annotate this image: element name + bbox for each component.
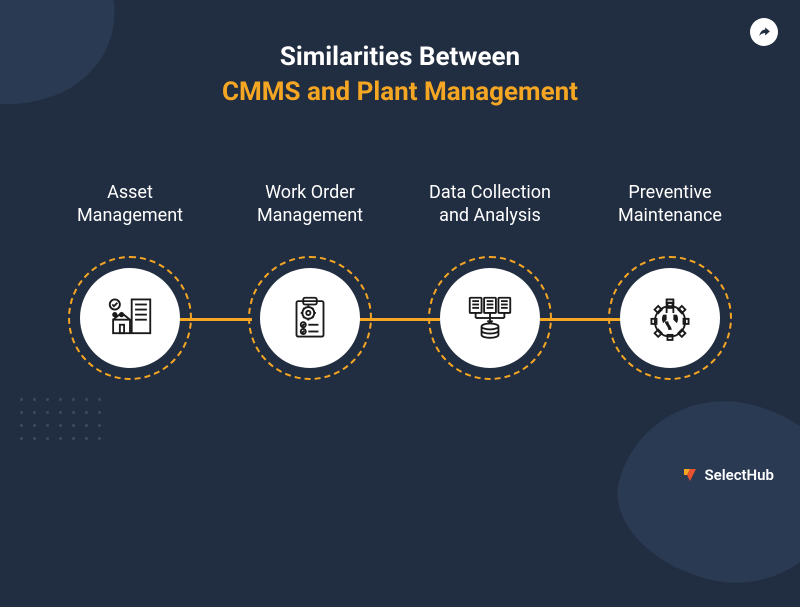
- item-preventive-maintenance: PreventiveMaintenance: [590, 180, 750, 380]
- item-label: AssetManagement: [77, 180, 183, 228]
- footer-brand-text: SelectHub: [705, 466, 775, 484]
- decorative-dot-grid: [20, 398, 103, 442]
- selecthub-logo-icon: [681, 466, 699, 484]
- item-data-collection-analysis: Data Collectionand Analysis: [410, 180, 570, 380]
- share-badge: [750, 18, 778, 46]
- circle-wrap: [428, 256, 552, 380]
- infographic-title: Similarities Between CMMS and Plant Mana…: [0, 0, 800, 110]
- item-asset-management: AssetManagement: [50, 180, 210, 380]
- icon-circle: [620, 268, 720, 368]
- icon-circle: [80, 268, 180, 368]
- item-label: Work OrderManagement: [257, 180, 363, 228]
- decorative-shape-bottom-right: [600, 377, 800, 607]
- wrench-gear-icon: [643, 291, 697, 345]
- item-label: PreventiveMaintenance: [618, 180, 722, 228]
- circle-wrap: [608, 256, 732, 380]
- title-line-2: CMMS and Plant Management: [0, 75, 800, 110]
- database-flow-icon: [463, 291, 517, 345]
- title-line-1: Similarities Between: [0, 40, 800, 75]
- asset-building-icon: [103, 291, 157, 345]
- footer-brand: SelectHub: [681, 466, 775, 484]
- item-label: Data Collectionand Analysis: [429, 180, 551, 228]
- share-arrow-icon: [757, 25, 771, 39]
- clipboard-gear-icon: [283, 291, 337, 345]
- icon-circle: [260, 268, 360, 368]
- circle-wrap: [68, 256, 192, 380]
- items-row: AssetManagement Work OrderMana: [0, 180, 800, 380]
- item-work-order-management: Work OrderManagement: [230, 180, 390, 380]
- circle-wrap: [248, 256, 372, 380]
- icon-circle: [440, 268, 540, 368]
